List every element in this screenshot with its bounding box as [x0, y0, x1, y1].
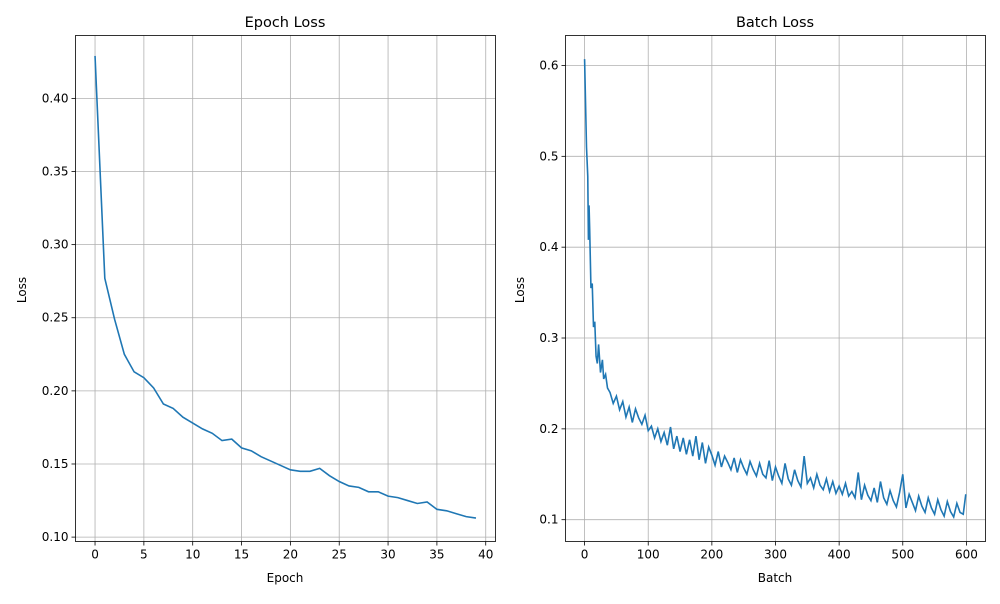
epoch-loss-series-line — [94, 55, 477, 519]
epoch-loss-xlabel: Epoch — [267, 571, 304, 585]
batch-loss-ytick-label: 0.2 — [539, 422, 558, 436]
epoch-loss-xtick-label: 20 — [283, 548, 298, 562]
epoch-loss-xtick-label: 40 — [478, 548, 493, 562]
batch-loss-ylabel: Loss — [513, 277, 527, 303]
batch-loss-ytick-label: 0.5 — [539, 149, 558, 163]
epoch-loss-xtick-label: 10 — [185, 548, 200, 562]
epoch-loss-ytick-label: 0.20 — [42, 384, 69, 398]
epoch-loss-ticks: 0 5 10 15 20 25 30 35 40 0.10 0.15 0.20 0.25 0.30 0.35… — [42, 91, 494, 561]
epoch-loss-grid — [75, 35, 496, 542]
epoch-loss-xtick-label: 15 — [234, 548, 249, 562]
batch-loss-ticks: 0 100 200 300 400 500 600 0.1 0.2 0.3 0.4 0.5 0.6 — [539, 58, 977, 561]
batch-loss-xtick-label: 300 — [764, 548, 787, 562]
epoch-loss-xtick-label: 30 — [380, 548, 395, 562]
batch-loss-xtick-label: 100 — [637, 548, 660, 562]
epoch-loss-xtick-label: 25 — [332, 548, 347, 562]
batch-loss-xtick-label: 600 — [955, 548, 978, 562]
batch-loss-title: Batch Loss — [736, 15, 814, 31]
batch-loss-ytick-label: 0.4 — [539, 240, 558, 254]
batch-loss-chart: Batch Loss Batch Loss 0 100 200 300 400 500 60… — [513, 15, 986, 585]
batch-loss-series-line — [583, 59, 967, 520]
batch-loss-axes-frame — [565, 35, 986, 542]
batch-loss-xtick-label: 400 — [828, 548, 851, 562]
epoch-loss-ytick-label: 0.40 — [42, 91, 69, 105]
batch-loss-xtick-label: 500 — [891, 548, 914, 562]
batch-loss-ytick-label: 0.3 — [539, 331, 558, 345]
epoch-loss-xtick-label: 35 — [429, 548, 444, 562]
epoch-loss-xtick-label: 5 — [140, 548, 148, 562]
batch-loss-xtick-label: 0 — [581, 548, 589, 562]
epoch-loss-axes-frame — [75, 35, 496, 542]
epoch-loss-ytick-label: 0.30 — [42, 238, 69, 252]
batch-loss-xlabel: Batch — [758, 571, 793, 585]
epoch-loss-ytick-label: 0.35 — [42, 165, 69, 179]
batch-loss-grid — [565, 35, 986, 542]
epoch-loss-xtick-label: 0 — [91, 548, 99, 562]
epoch-loss-ytick-label: 0.15 — [42, 457, 69, 471]
epoch-loss-title: Epoch Loss — [245, 15, 326, 31]
epoch-loss-ylabel: Loss — [15, 277, 29, 303]
epoch-loss-chart: Epoch Loss Epoch Loss 0 5 10 15 20 25 30 35 40 0.… — [15, 15, 496, 585]
batch-loss-ytick-label: 0.6 — [539, 58, 558, 72]
batch-loss-xtick-label: 200 — [700, 548, 723, 562]
batch-loss-ytick-label: 0.1 — [539, 513, 558, 527]
epoch-loss-ytick-label: 0.10 — [42, 530, 69, 544]
epoch-loss-ytick-label: 0.25 — [42, 311, 69, 325]
